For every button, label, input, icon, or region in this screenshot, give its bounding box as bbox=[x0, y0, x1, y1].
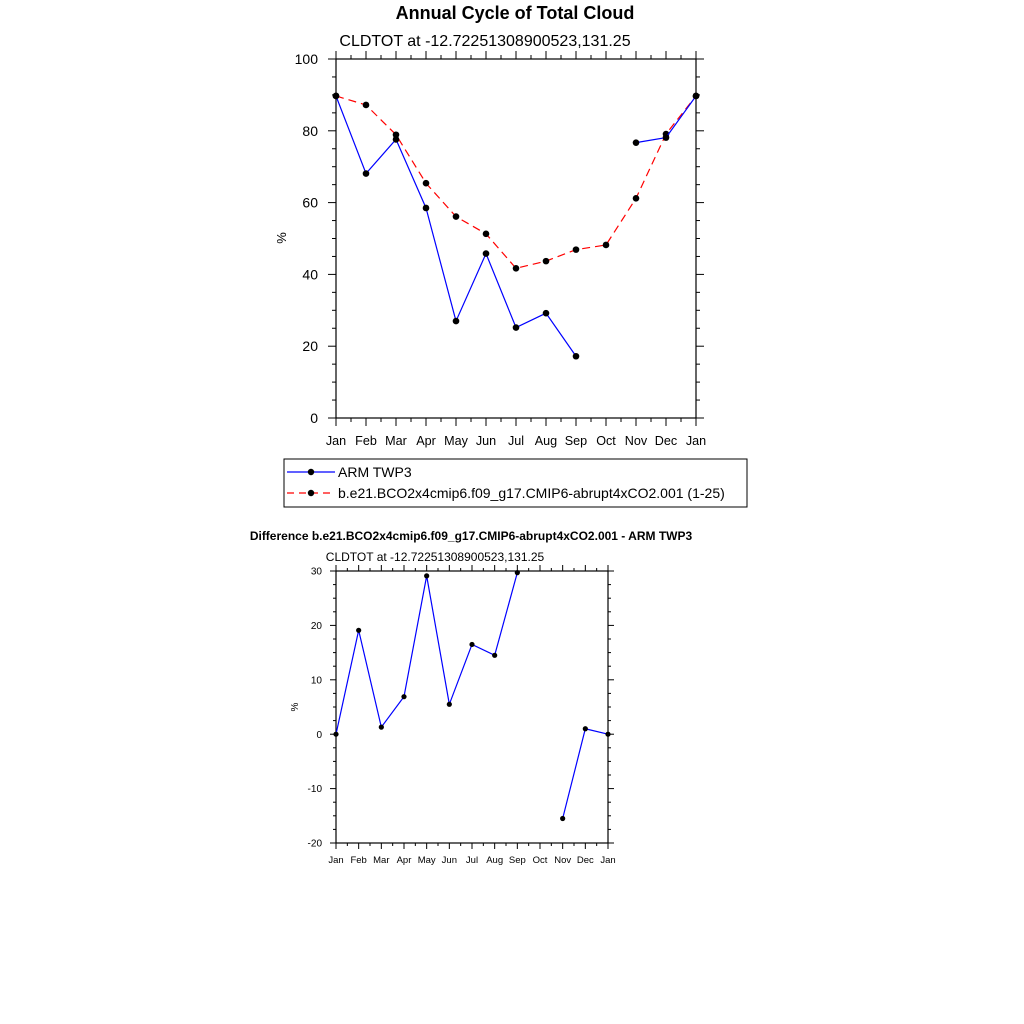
legend-label-arm-twp3: ARM TWP3 bbox=[338, 464, 412, 480]
x-tick-label: Mar bbox=[373, 855, 389, 866]
x-tick-label: Jun bbox=[442, 855, 457, 866]
data-point bbox=[446, 701, 452, 707]
x-tick-label: Sep bbox=[565, 434, 587, 448]
y-tick-label: 0 bbox=[316, 730, 322, 741]
data-point bbox=[424, 573, 430, 579]
data-point bbox=[514, 570, 520, 576]
legend-marker-model bbox=[307, 489, 315, 497]
data-point bbox=[605, 731, 611, 737]
data-point bbox=[378, 724, 384, 730]
annual-cycle-chart: Annual Cycle of Total Cloud CLDTOT at -1… bbox=[274, 3, 748, 508]
x-tick-label: Aug bbox=[535, 434, 557, 448]
chart-subtitle: CLDTOT at -12.72251308900523,131.25 bbox=[339, 33, 630, 50]
legend-label-model: b.e21.BCO2x4cmip6.f09_g17.CMIP6-abrupt4x… bbox=[338, 485, 725, 501]
x-tick-label: Jan bbox=[328, 855, 343, 866]
data-point bbox=[512, 264, 520, 272]
legend-marker-arm-twp3 bbox=[307, 468, 315, 476]
data-point bbox=[362, 101, 370, 109]
series-line bbox=[335, 95, 577, 357]
x-tick-label: Nov bbox=[554, 855, 571, 866]
data-point bbox=[332, 92, 340, 100]
data-point bbox=[392, 131, 400, 139]
x-tick-label: May bbox=[444, 434, 468, 448]
data-point bbox=[662, 134, 670, 141]
y-tick-label: 80 bbox=[302, 123, 318, 139]
data-point bbox=[452, 317, 460, 325]
y-tick-label: 0 bbox=[310, 410, 318, 426]
x-tick-label: Jan bbox=[326, 434, 346, 448]
data-point bbox=[602, 241, 610, 249]
y-tick-label: 30 bbox=[311, 567, 323, 578]
data-point bbox=[582, 726, 588, 732]
x-tick-label: Aug bbox=[486, 855, 503, 866]
difference-chart: Difference b.e21.BCO2x4cmip6.f09_g17.CMI… bbox=[250, 529, 693, 866]
data-point bbox=[469, 641, 475, 648]
data-point bbox=[542, 309, 550, 317]
data-point bbox=[492, 652, 498, 658]
data-point bbox=[452, 213, 460, 220]
data-point bbox=[392, 136, 400, 143]
series-line bbox=[335, 95, 697, 269]
axes: 0 20 40 60 80 100 Jan Feb Mar Apr May Jun Jul Aug Sep O… bbox=[295, 51, 706, 448]
axes: -20 -10 0 10 20 30 Jan Feb Mar Apr May Jun Jul Aug Sep… bbox=[308, 565, 616, 866]
plot-marks bbox=[333, 570, 611, 822]
chart-title: Difference b.e21.BCO2x4cmip6.f09_g17.CMI… bbox=[250, 529, 693, 543]
data-point bbox=[572, 246, 580, 253]
data-point bbox=[482, 250, 490, 257]
data-point bbox=[333, 731, 339, 737]
y-tick-label: 40 bbox=[302, 266, 318, 282]
plot-marks bbox=[332, 92, 700, 360]
x-tick-label: Sep bbox=[509, 855, 526, 866]
x-tick-label: Jul bbox=[508, 434, 524, 448]
data-point bbox=[542, 257, 550, 265]
x-tick-label: Oct bbox=[533, 855, 548, 866]
y-tick-label: -10 bbox=[308, 784, 323, 795]
y-tick-label: 60 bbox=[302, 195, 318, 211]
legend-box bbox=[283, 458, 748, 508]
data-point bbox=[422, 179, 430, 187]
plot-frame bbox=[335, 58, 697, 419]
x-tick-label: Oct bbox=[596, 434, 616, 448]
y-tick-label: 100 bbox=[295, 51, 319, 67]
x-tick-label: Mar bbox=[385, 434, 407, 448]
x-tick-label: Dec bbox=[577, 855, 594, 866]
x-tick-label: Jul bbox=[466, 855, 478, 866]
x-tick-label: Apr bbox=[397, 855, 412, 866]
x-tick-label: Feb bbox=[350, 855, 366, 866]
data-point bbox=[422, 204, 430, 212]
chart-subtitle: CLDTOT at -12.72251308900523,131.25 bbox=[326, 550, 545, 564]
y-tick-label: 10 bbox=[311, 675, 323, 686]
chart-title: Annual Cycle of Total Cloud bbox=[396, 3, 635, 23]
x-tick-label: Jan bbox=[600, 855, 615, 866]
data-point bbox=[482, 230, 490, 238]
x-tick-label: Jan bbox=[686, 434, 706, 448]
data-point bbox=[512, 324, 520, 331]
y-tick-label: 20 bbox=[311, 621, 323, 632]
x-tick-label: Feb bbox=[355, 434, 377, 448]
data-point bbox=[692, 92, 700, 100]
series-line bbox=[562, 728, 609, 819]
legend: ARM TWP3 b.e21.BCO2x4cmip6.f09_g17.CMIP6… bbox=[283, 458, 748, 508]
x-tick-label: Jun bbox=[476, 434, 496, 448]
y-tick-label: -20 bbox=[308, 839, 323, 850]
y-axis-label: % bbox=[274, 232, 289, 244]
data-point bbox=[632, 194, 640, 202]
x-tick-label: Nov bbox=[625, 434, 648, 448]
x-tick-label: Dec bbox=[655, 434, 677, 448]
x-tick-label: Apr bbox=[416, 434, 436, 448]
data-point bbox=[356, 627, 362, 633]
x-tick-label: May bbox=[418, 855, 436, 866]
data-point bbox=[362, 170, 370, 177]
data-point bbox=[560, 815, 566, 822]
data-point bbox=[632, 139, 640, 146]
y-axis-label: % bbox=[290, 702, 301, 711]
y-tick-label: 20 bbox=[302, 338, 318, 354]
data-point bbox=[572, 352, 580, 360]
series-line bbox=[335, 572, 518, 735]
data-point bbox=[401, 694, 407, 700]
